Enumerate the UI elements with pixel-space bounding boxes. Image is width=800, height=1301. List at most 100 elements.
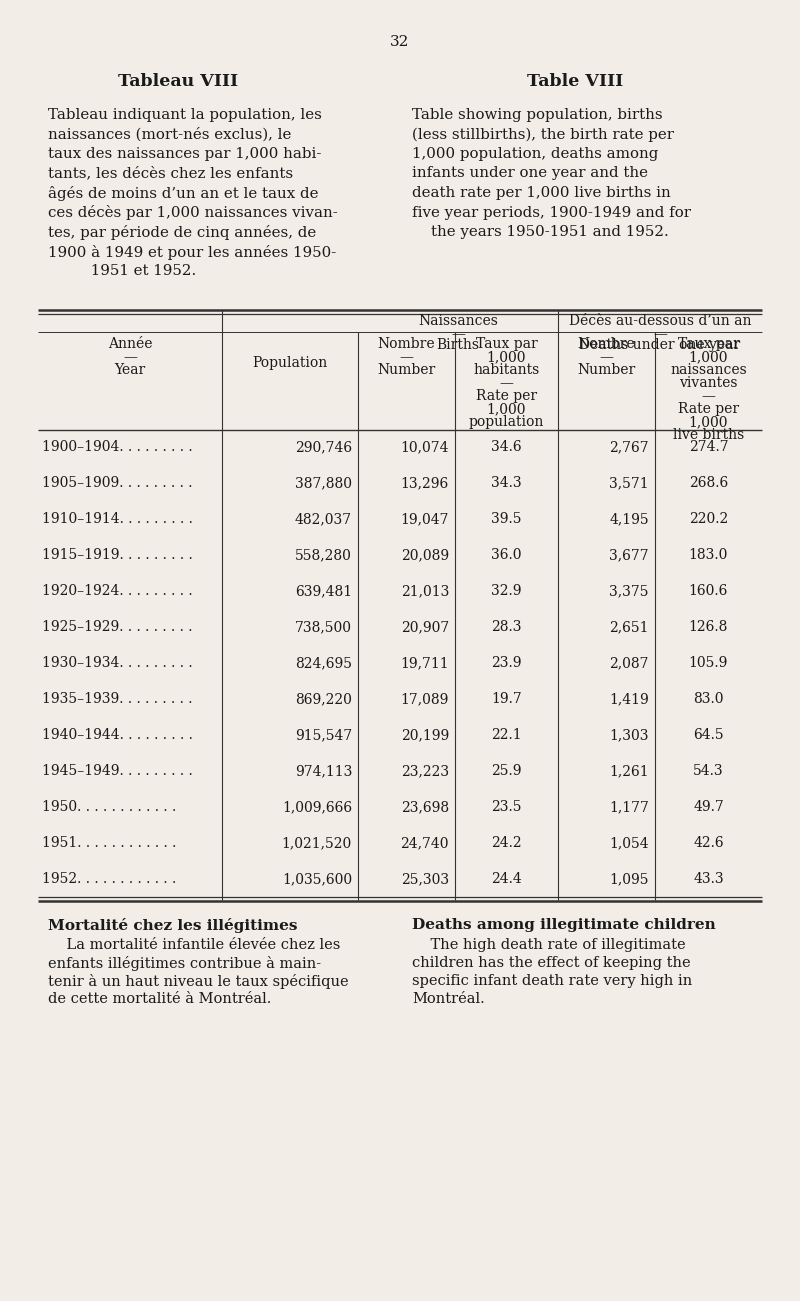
Text: 23,223: 23,223 [401, 764, 449, 778]
Text: 1945–1949. . . . . . . . .: 1945–1949. . . . . . . . . [42, 764, 193, 778]
Text: 3,677: 3,677 [610, 548, 649, 562]
Text: 39.5: 39.5 [491, 513, 522, 526]
Text: 1,000 population, deaths among: 1,000 population, deaths among [412, 147, 658, 161]
Text: Naissances: Naissances [418, 314, 498, 328]
Text: âgés de moins d’un an et le taux de: âgés de moins d’un an et le taux de [48, 186, 318, 200]
Text: 1951 et 1952.: 1951 et 1952. [48, 264, 196, 278]
Text: 1952. . . . . . . . . . . .: 1952. . . . . . . . . . . . [42, 872, 176, 886]
Text: 49.7: 49.7 [693, 800, 724, 814]
Text: 1905–1909. . . . . . . . .: 1905–1909. . . . . . . . . [42, 476, 193, 490]
Text: 42.6: 42.6 [693, 837, 724, 850]
Text: the years 1950-1951 and 1952.: the years 1950-1951 and 1952. [412, 225, 669, 239]
Text: Taux par: Taux par [678, 337, 739, 351]
Text: population: population [469, 415, 544, 429]
Text: 23.5: 23.5 [491, 800, 522, 814]
Text: 1,000: 1,000 [689, 415, 728, 429]
Text: Tableau indiquant la population, les: Tableau indiquant la population, les [48, 108, 322, 122]
Text: 183.0: 183.0 [689, 548, 728, 562]
Text: 105.9: 105.9 [689, 656, 728, 670]
Text: 22.1: 22.1 [491, 729, 522, 742]
Text: 10,074: 10,074 [401, 440, 449, 454]
Text: The high death rate of illegitimate: The high death rate of illegitimate [412, 938, 686, 952]
Text: 32.9: 32.9 [491, 584, 522, 598]
Text: Taux par: Taux par [476, 337, 538, 351]
Text: 25.9: 25.9 [491, 764, 522, 778]
Text: —: — [653, 327, 667, 341]
Text: 824,695: 824,695 [295, 656, 352, 670]
Text: 1,035,600: 1,035,600 [282, 872, 352, 886]
Text: 24,740: 24,740 [401, 837, 449, 850]
Text: 19.7: 19.7 [491, 692, 522, 706]
Text: 1,000: 1,000 [689, 350, 728, 364]
Text: 54.3: 54.3 [693, 764, 724, 778]
Text: La mortalité infantile élevée chez les: La mortalité infantile élevée chez les [48, 938, 340, 952]
Text: 83.0: 83.0 [694, 692, 724, 706]
Text: Décès au-dessous d’un an: Décès au-dessous d’un an [569, 314, 751, 328]
Text: 869,220: 869,220 [295, 692, 352, 706]
Text: 1,177: 1,177 [609, 800, 649, 814]
Text: 23.9: 23.9 [491, 656, 522, 670]
Text: Deaths among illegitimate children: Deaths among illegitimate children [412, 919, 716, 932]
Text: 17,089: 17,089 [401, 692, 449, 706]
Text: 43.3: 43.3 [693, 872, 724, 886]
Text: 220.2: 220.2 [689, 513, 728, 526]
Text: —: — [451, 327, 465, 341]
Text: 1951. . . . . . . . . . . .: 1951. . . . . . . . . . . . [42, 837, 176, 850]
Text: 3,375: 3,375 [610, 584, 649, 598]
Text: 34.6: 34.6 [491, 440, 522, 454]
Text: 738,500: 738,500 [295, 621, 352, 634]
Text: 1925–1929. . . . . . . . .: 1925–1929. . . . . . . . . [42, 621, 193, 634]
Text: 1900 à 1949 et pour les années 1950-: 1900 à 1949 et pour les années 1950- [48, 245, 336, 259]
Text: Table showing population, births: Table showing population, births [412, 108, 662, 122]
Text: five year periods, 1900-1949 and for: five year periods, 1900-1949 and for [412, 206, 691, 220]
Text: specific infant death rate very high in: specific infant death rate very high in [412, 974, 692, 987]
Text: Year: Year [114, 363, 146, 377]
Text: 1,054: 1,054 [610, 837, 649, 850]
Text: 1,419: 1,419 [610, 692, 649, 706]
Text: 2,767: 2,767 [610, 440, 649, 454]
Text: 64.5: 64.5 [693, 729, 724, 742]
Text: 1,095: 1,095 [610, 872, 649, 886]
Text: 915,547: 915,547 [294, 729, 352, 742]
Text: 36.0: 36.0 [491, 548, 522, 562]
Text: 482,037: 482,037 [295, 513, 352, 526]
Text: —: — [123, 350, 137, 364]
Text: tes, par période de cinq années, de: tes, par période de cinq années, de [48, 225, 316, 239]
Text: Number: Number [378, 363, 436, 377]
Text: 274.7: 274.7 [689, 440, 728, 454]
Text: 126.8: 126.8 [689, 621, 728, 634]
Text: children has the effect of keeping the: children has the effect of keeping the [412, 956, 690, 971]
Text: ces décès par 1,000 naissances vivan-: ces décès par 1,000 naissances vivan- [48, 206, 338, 220]
Text: 387,880: 387,880 [295, 476, 352, 490]
Text: 3,571: 3,571 [610, 476, 649, 490]
Text: 639,481: 639,481 [295, 584, 352, 598]
Text: vivantes: vivantes [679, 376, 738, 390]
Text: 2,087: 2,087 [610, 656, 649, 670]
Text: live births: live births [673, 428, 744, 442]
Text: 20,907: 20,907 [401, 621, 449, 634]
Text: tenir à un haut niveau le taux spécifique: tenir à un haut niveau le taux spécifiqu… [48, 974, 349, 989]
Text: 558,280: 558,280 [295, 548, 352, 562]
Text: 1,303: 1,303 [610, 729, 649, 742]
Text: Mortalité chez les illégitimes: Mortalité chez les illégitimes [48, 919, 298, 933]
Text: de cette mortalité à Montréal.: de cette mortalité à Montréal. [48, 991, 271, 1006]
Text: death rate per 1,000 live births in: death rate per 1,000 live births in [412, 186, 670, 200]
Text: 1,021,520: 1,021,520 [282, 837, 352, 850]
Text: Nombre: Nombre [578, 337, 635, 351]
Text: —: — [499, 376, 514, 390]
Text: 32: 32 [390, 35, 410, 49]
Text: 34.3: 34.3 [491, 476, 522, 490]
Text: 21,013: 21,013 [401, 584, 449, 598]
Text: habitants: habitants [474, 363, 540, 377]
Text: —: — [399, 350, 414, 364]
Text: (less stillbirths), the birth rate per: (less stillbirths), the birth rate per [412, 127, 674, 142]
Text: Deaths under one year: Deaths under one year [579, 338, 741, 353]
Text: 1,000: 1,000 [486, 402, 526, 416]
Text: 19,711: 19,711 [400, 656, 449, 670]
Text: tants, les décès chez les enfants: tants, les décès chez les enfants [48, 167, 293, 181]
Text: Montréal.: Montréal. [412, 991, 485, 1006]
Text: 290,746: 290,746 [295, 440, 352, 454]
Text: 25,303: 25,303 [401, 872, 449, 886]
Text: 1910–1914. . . . . . . . .: 1910–1914. . . . . . . . . [42, 513, 193, 526]
Text: 974,113: 974,113 [294, 764, 352, 778]
